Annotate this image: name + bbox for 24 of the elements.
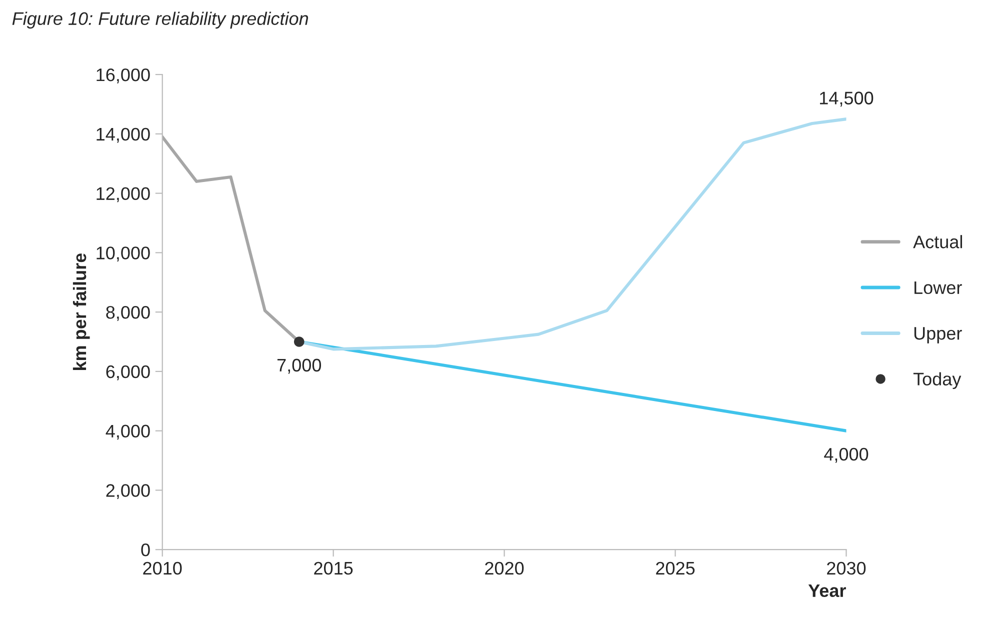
y-tick-label: 12,000 (96, 187, 150, 202)
y-tick-label: 4,000 (106, 424, 150, 440)
legend-label: Lower (914, 281, 962, 294)
data-label: 4,000 (824, 448, 868, 463)
y-axis-title: km per failure (72, 253, 90, 370)
x-tick-label: 2020 (485, 562, 524, 575)
y-tick-label: 8,000 (106, 306, 150, 321)
y-tick-label: 16,000 (96, 68, 150, 84)
y-tick-label: 2,000 (106, 484, 150, 500)
legend-label: Today (913, 372, 962, 390)
legend-label: Upper (914, 327, 962, 344)
chart-title: Figure 10: Future reliability prediction (12, 12, 308, 29)
y-tick-label: 10,000 (96, 246, 150, 262)
x-tick-label: 2010 (143, 562, 182, 575)
data-label: 14,500 (820, 92, 874, 107)
y-tick-label: 14,000 (96, 128, 150, 143)
x-axis-title: Year (808, 584, 846, 598)
data-label: 7,000 (277, 358, 322, 374)
y-tick-label: 0 (141, 544, 150, 556)
x-tick-label: 2025 (656, 562, 695, 575)
x-tick-label: 2030 (827, 562, 866, 575)
legend-label: Actual (913, 235, 962, 248)
x-tick-label: 2015 (314, 562, 353, 575)
y-tick-label: 6,000 (106, 365, 150, 380)
